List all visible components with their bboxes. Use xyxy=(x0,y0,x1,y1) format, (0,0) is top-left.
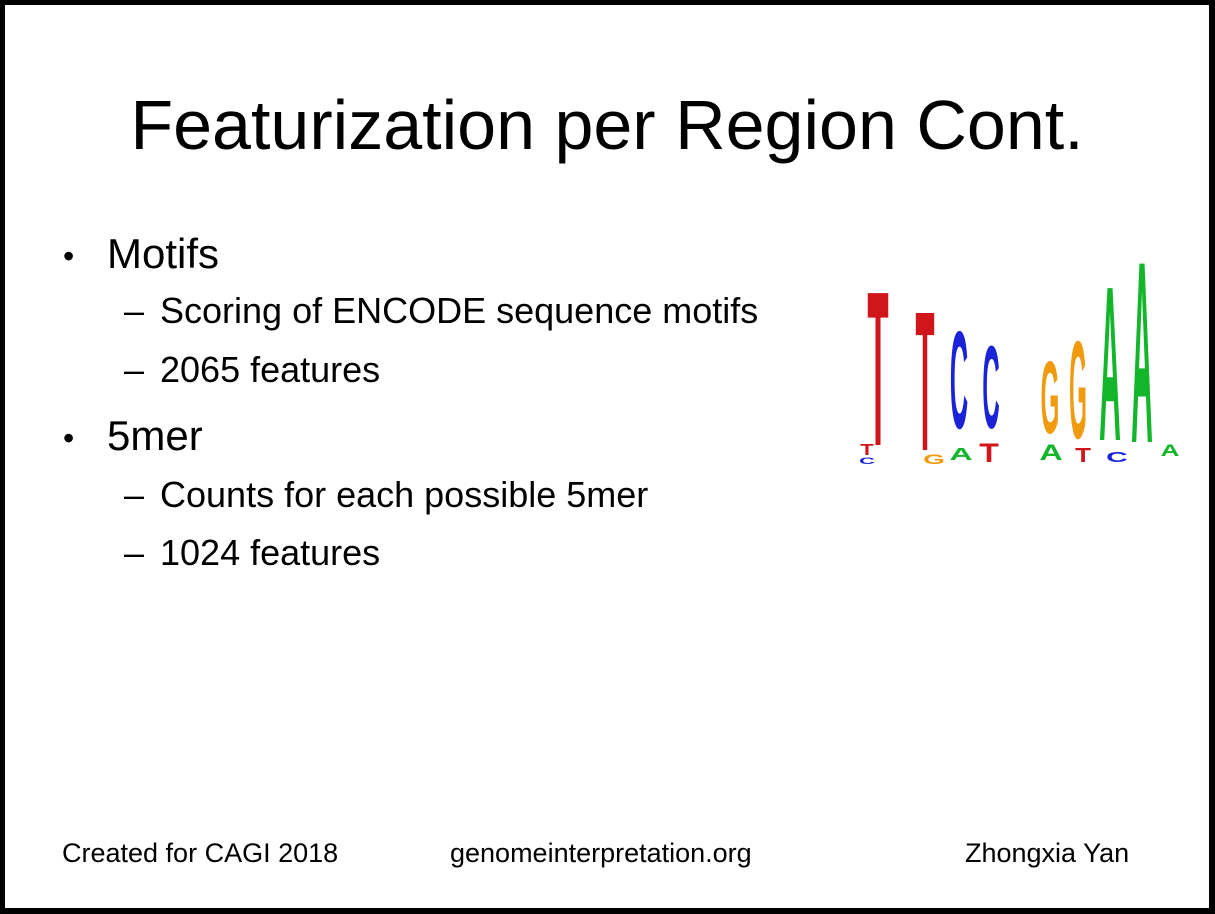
logo-letter-T2: T xyxy=(915,271,934,472)
footer-left: Created for CAGI 2018 xyxy=(62,838,339,868)
slide: Featurization per Region Cont. • Motifs … xyxy=(5,5,1209,908)
subitem: – Scoring of ENCODE sequence motifs xyxy=(124,289,759,333)
bullet-text: Motifs xyxy=(107,230,220,277)
subitem-text: 2065 features xyxy=(160,349,381,390)
sequence-logo-image: T T C C G G A A T C G A T A T C A xyxy=(859,250,1180,472)
bullet-glyph: • xyxy=(63,238,75,274)
bullet-5mer: • 5mer xyxy=(63,411,203,461)
slide-title: Featurization per Region Cont. xyxy=(130,86,1084,164)
logo-letter-C1: C xyxy=(950,303,968,459)
logo-letter-minor: C xyxy=(1106,449,1128,465)
subitem: – 1024 features xyxy=(124,531,381,575)
dash-glyph: – xyxy=(124,349,145,390)
logo-letter-minor: T xyxy=(1075,444,1091,466)
logo-letter-A2: A xyxy=(1131,250,1153,472)
logo-letter-T1: T xyxy=(867,250,888,472)
logo-letter-minor: A xyxy=(1161,441,1180,460)
bullet-glyph: • xyxy=(63,420,75,456)
logo-letter-G1: G xyxy=(1041,339,1060,455)
bullet-text: 5mer xyxy=(107,412,203,459)
logo-letter-minor: C xyxy=(859,456,875,466)
bullet-motifs: • Motifs xyxy=(63,229,220,279)
subitem: – Counts for each possible 5mer xyxy=(124,473,649,517)
logo-letter-minor: A xyxy=(1039,440,1062,465)
dash-glyph: – xyxy=(124,532,145,573)
logo-letter-minor: T xyxy=(979,438,999,468)
logo-letter-A1: A xyxy=(1099,250,1121,472)
logo-letter-minor: A xyxy=(949,443,972,464)
footer-center: genomeinterpretation.org xyxy=(450,838,752,868)
subitem-text: 1024 features xyxy=(160,532,381,573)
logo-letter-C2: C xyxy=(982,321,999,453)
logo-letter-G2: G xyxy=(1069,314,1087,469)
footer-right: Zhongxia Yan xyxy=(965,838,1130,868)
subitem-text: Scoring of ENCODE sequence motifs xyxy=(160,290,759,331)
logo-letter-minor: G xyxy=(923,451,945,467)
dash-glyph: – xyxy=(124,290,145,331)
logo-letter-minor: T xyxy=(860,442,874,459)
subitem-text: Counts for each possible 5mer xyxy=(160,474,649,515)
subitem: – 2065 features xyxy=(124,348,381,392)
dash-glyph: – xyxy=(124,474,145,515)
